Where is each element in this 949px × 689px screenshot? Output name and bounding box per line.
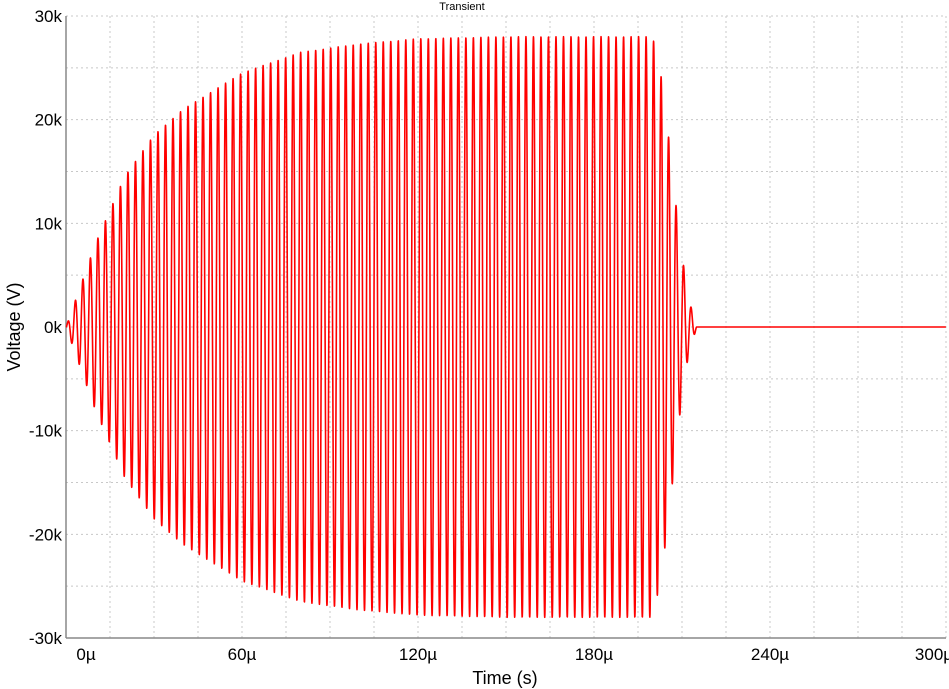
x-tick-label: 240µ xyxy=(751,645,789,664)
y-tick-label: 10k xyxy=(35,214,63,233)
y-tick-label: -20k xyxy=(29,525,63,544)
x-axis-label: Time (s) xyxy=(472,668,537,688)
x-tick-label: 180µ xyxy=(575,645,613,664)
y-tick-label: 20k xyxy=(35,111,63,130)
x-tick-label: 120µ xyxy=(399,645,437,664)
y-tick-label: -10k xyxy=(29,422,63,441)
y-tick-label: 30k xyxy=(35,7,63,26)
y-tick-label: 0k xyxy=(44,318,62,337)
chart-title: Transient xyxy=(439,1,484,13)
y-axis-label: Voltage (V) xyxy=(4,282,24,371)
tick-labels: 0µ 60µ 120µ 180µ 240µ 300µ 30k 20k 10k 0k -10k -20k… xyxy=(29,7,949,664)
x-tick-label: 60µ xyxy=(228,645,257,664)
x-tick-label: 0µ xyxy=(76,645,95,664)
y-tick-label: -30k xyxy=(29,629,63,648)
x-tick-label: 300µ xyxy=(915,645,949,664)
voltage-trace xyxy=(65,35,947,619)
